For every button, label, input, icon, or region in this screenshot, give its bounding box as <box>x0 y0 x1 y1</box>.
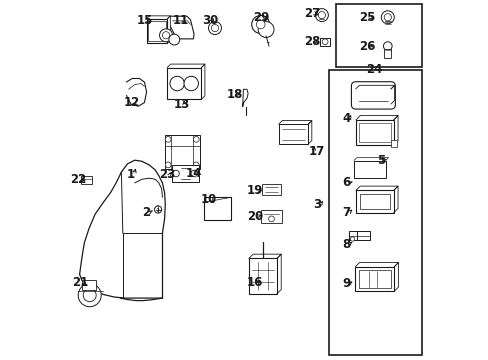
Circle shape <box>78 284 101 307</box>
Circle shape <box>81 179 85 182</box>
Text: 8: 8 <box>342 238 350 251</box>
Text: 6: 6 <box>342 176 350 189</box>
Bar <box>358 270 390 288</box>
Text: 14: 14 <box>185 167 201 180</box>
Text: 9: 9 <box>342 277 350 290</box>
Text: 26: 26 <box>359 40 375 53</box>
Bar <box>171 165 199 182</box>
Text: 29: 29 <box>253 11 269 24</box>
Bar <box>146 19 167 43</box>
Bar <box>278 124 307 144</box>
Circle shape <box>159 29 172 42</box>
Bar <box>384 49 390 58</box>
Text: 13: 13 <box>173 98 189 111</box>
Circle shape <box>208 22 221 35</box>
Bar <box>353 161 385 178</box>
Circle shape <box>170 76 184 91</box>
Bar <box>328 70 421 355</box>
Circle shape <box>384 14 390 21</box>
Bar <box>355 267 393 291</box>
Circle shape <box>322 39 327 45</box>
Circle shape <box>190 170 197 177</box>
Text: 25: 25 <box>359 11 375 24</box>
Circle shape <box>349 237 354 241</box>
FancyBboxPatch shape <box>351 82 394 109</box>
Bar <box>261 184 280 195</box>
Text: 24: 24 <box>365 63 382 76</box>
Circle shape <box>162 32 169 39</box>
Circle shape <box>256 20 264 29</box>
Circle shape <box>383 42 391 50</box>
Circle shape <box>183 76 198 91</box>
Text: 21: 21 <box>72 276 89 289</box>
Circle shape <box>315 9 328 22</box>
Text: 2: 2 <box>142 206 150 219</box>
Text: 3: 3 <box>313 198 321 211</box>
Bar <box>348 231 357 240</box>
Text: 4: 4 <box>342 112 350 125</box>
Bar <box>359 194 389 209</box>
Text: 20: 20 <box>246 210 263 222</box>
Circle shape <box>258 22 273 37</box>
Bar <box>336 4 421 67</box>
Text: 16: 16 <box>246 276 263 289</box>
Circle shape <box>318 12 325 19</box>
Text: 18: 18 <box>226 88 242 101</box>
Bar <box>81 176 92 184</box>
Circle shape <box>168 34 179 45</box>
Text: 12: 12 <box>123 96 139 109</box>
Text: 22: 22 <box>70 173 86 186</box>
Text: 1: 1 <box>127 168 135 181</box>
Circle shape <box>268 216 274 222</box>
Circle shape <box>154 206 162 213</box>
Bar <box>355 190 393 213</box>
Bar <box>167 68 201 99</box>
Bar <box>356 231 369 240</box>
Text: 23: 23 <box>159 168 175 181</box>
Bar <box>260 210 282 223</box>
Bar <box>358 123 390 142</box>
Circle shape <box>211 24 218 32</box>
Circle shape <box>172 170 179 177</box>
Text: 19: 19 <box>246 184 263 197</box>
Bar <box>248 258 276 294</box>
Circle shape <box>381 11 393 24</box>
Circle shape <box>193 162 199 168</box>
Text: 15: 15 <box>136 14 152 27</box>
Circle shape <box>83 289 96 302</box>
Text: 17: 17 <box>308 145 324 158</box>
Bar <box>164 135 200 169</box>
Bar <box>148 21 165 41</box>
Bar <box>320 38 329 46</box>
Circle shape <box>251 15 269 33</box>
Circle shape <box>165 162 171 168</box>
Bar <box>204 197 231 220</box>
Text: 28: 28 <box>304 35 320 48</box>
Bar <box>81 280 96 290</box>
Text: 10: 10 <box>200 193 216 206</box>
Text: 5: 5 <box>376 154 385 167</box>
Text: 11: 11 <box>172 14 188 27</box>
Circle shape <box>165 136 171 142</box>
Text: 7: 7 <box>342 206 350 219</box>
Text: 30: 30 <box>202 14 218 27</box>
Bar <box>390 140 397 147</box>
Bar <box>355 120 393 145</box>
Text: 27: 27 <box>304 7 320 20</box>
Circle shape <box>193 136 199 142</box>
